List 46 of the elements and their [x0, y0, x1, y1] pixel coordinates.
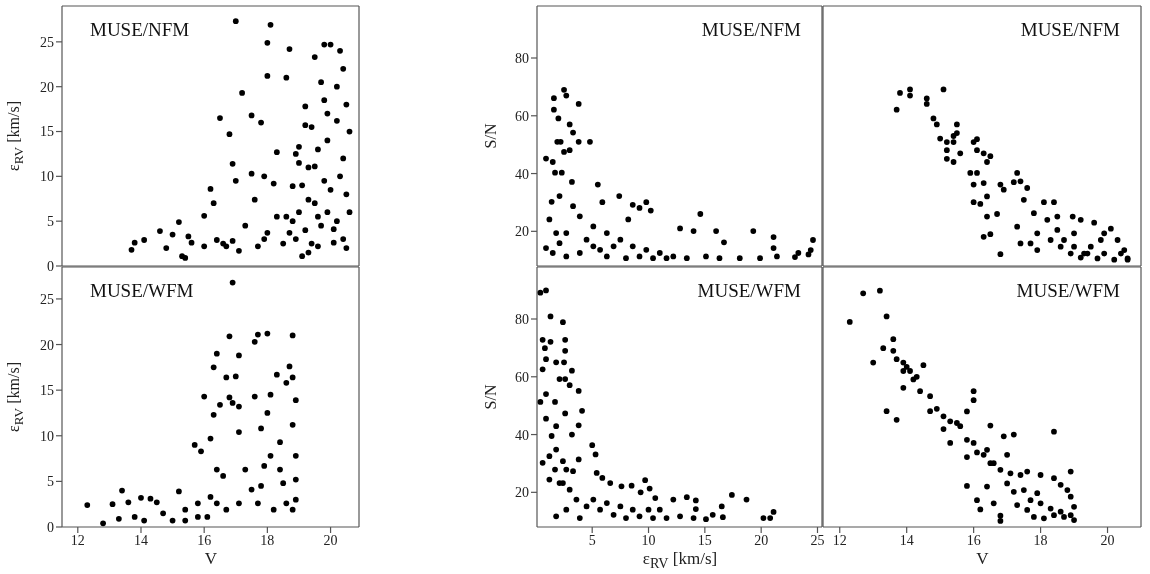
y-tick-label: 60	[515, 369, 529, 385]
x-tick-label: 12	[70, 532, 85, 548]
y-tick-label: 0	[47, 258, 54, 274]
y-tick-label: 15	[40, 124, 54, 140]
x-tick-label: 25	[810, 532, 825, 548]
x-tick-label: 14	[133, 532, 148, 548]
x-tick-label: 5	[588, 532, 596, 548]
annotation: MUSE/WFM	[1016, 280, 1120, 302]
y-tick-label: 10	[40, 428, 54, 444]
annotation: MUSE/NFM	[701, 19, 801, 41]
annotation: MUSE/WFM	[90, 280, 194, 302]
y-tick-label: 0	[47, 519, 54, 535]
y-tick-label: 40	[515, 427, 529, 443]
y-axis-title: S/N	[482, 384, 500, 409]
x-tick-label: 14	[899, 532, 914, 548]
y-tick-label: 20	[40, 79, 54, 95]
x-tick-label: 20	[323, 532, 338, 548]
annotation: MUSE/NFM	[1020, 19, 1120, 41]
x-tick-label: 16	[966, 532, 981, 548]
y-tick-label: 20	[515, 485, 529, 501]
x-tick-label: 10	[641, 532, 656, 548]
y-tick-label: 5	[47, 474, 54, 490]
y-tick-label: 25	[40, 291, 54, 307]
x-tick-label: 20	[1100, 532, 1115, 548]
x-tick-label: 15	[697, 532, 712, 548]
y-tick-label: 5	[47, 214, 54, 230]
y-tick-label: 20	[515, 224, 529, 240]
x-tick-label: 12	[832, 532, 847, 548]
y-tick-label: 25	[40, 34, 54, 50]
x-axis-title: V	[204, 549, 218, 569]
annotation: MUSE/WFM	[697, 280, 801, 302]
y-axis-title: S/N	[482, 123, 500, 148]
y-tick-label: 60	[515, 108, 529, 124]
y-tick-label: 80	[515, 50, 529, 66]
x-axis-title: V	[976, 549, 989, 569]
y-tick-label: 15	[40, 383, 54, 399]
x-axis-title: ε$_{RV}$ [km/s]	[642, 549, 718, 573]
y-tick-label: 20	[40, 337, 54, 353]
y-tick-label: 40	[515, 166, 529, 182]
x-tick-label: 16	[197, 532, 212, 548]
x-tick-label: 20	[754, 532, 769, 548]
x-tick-label: 18	[1033, 532, 1048, 548]
x-tick-label: 18	[260, 532, 275, 548]
y-tick-label: 80	[515, 311, 529, 327]
y-tick-label: 10	[40, 169, 54, 185]
annotation: MUSE/NFM	[90, 19, 190, 41]
